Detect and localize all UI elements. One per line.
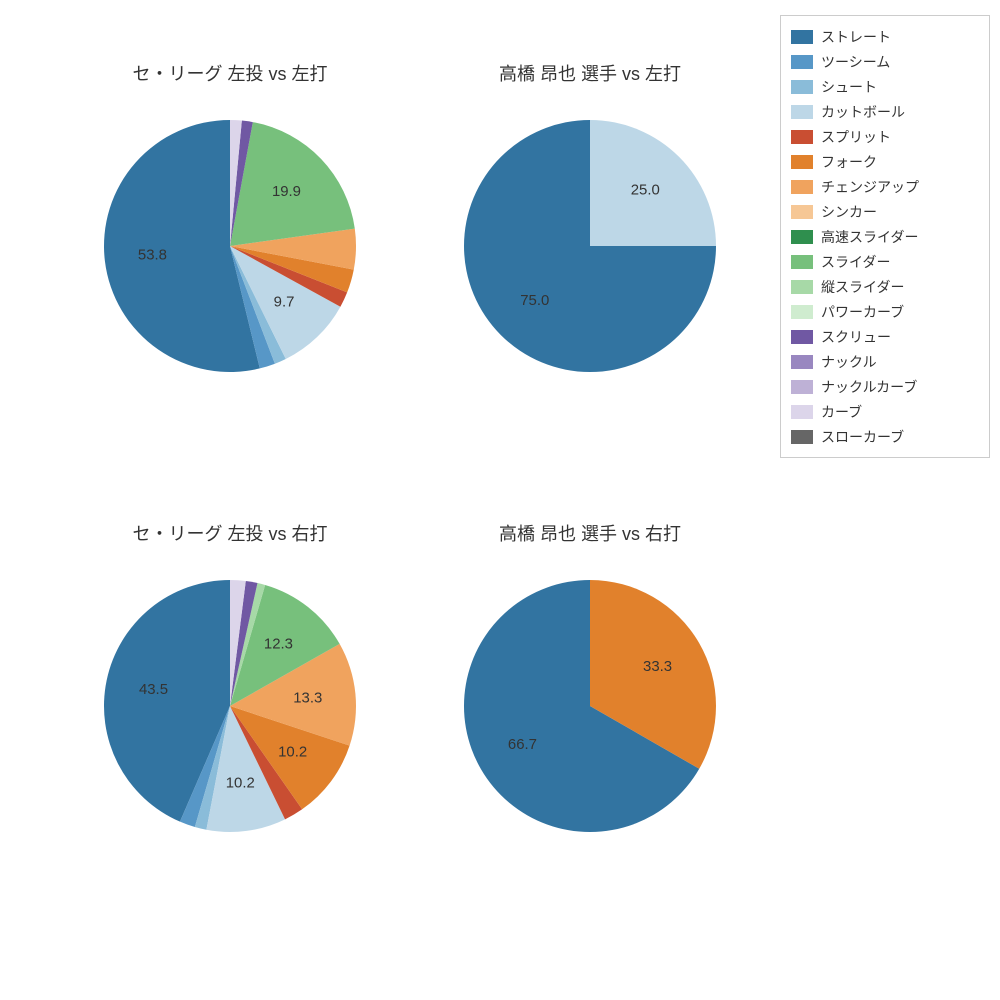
pie-chart: 53.8 9.7 19.9 — [90, 106, 370, 386]
legend-swatch — [791, 205, 813, 219]
legend-label: 高速スライダー — [821, 227, 918, 247]
legend-item: スローカーブ — [791, 424, 979, 449]
legend-swatch — [791, 380, 813, 394]
slice-label: 10.2 — [278, 744, 307, 761]
slice-label: 9.7 — [274, 293, 295, 310]
legend-item: 高速スライダー — [791, 224, 979, 249]
chart-title: 高橋 昂也 選手 vs 左打 — [499, 60, 681, 86]
legend-item: シンカー — [791, 199, 979, 224]
legend-item: スクリュー — [791, 324, 979, 349]
chart-tr: 高橋 昂也 選手 vs 左打 75.0 25.0 — [420, 60, 760, 480]
legend-box: ストレートツーシームシュートカットボールスプリットフォークチェンジアップシンカー… — [780, 15, 990, 458]
legend-swatch — [791, 155, 813, 169]
legend-label: スクリュー — [821, 327, 891, 347]
slice-label: 53.8 — [138, 246, 167, 263]
legend-label: カーブ — [821, 402, 862, 422]
legend-item: ナックルカーブ — [791, 374, 979, 399]
figure: セ・リーグ 左投 vs 左打 53.8 9.7 19.9 高橋 昂也 選手 vs 左… — [0, 0, 1000, 1000]
legend-swatch — [791, 405, 813, 419]
legend-swatch — [791, 30, 813, 44]
legend-label: ナックル — [821, 352, 877, 372]
slice-label: 33.3 — [643, 658, 672, 675]
pie-chart: 66.7 33.3 — [450, 566, 730, 846]
legend-swatch — [791, 355, 813, 369]
legend-item: ツーシーム — [791, 49, 979, 74]
legend-item: チェンジアップ — [791, 174, 979, 199]
legend-item: カーブ — [791, 399, 979, 424]
legend-label: パワーカーブ — [821, 302, 904, 322]
legend-swatch — [791, 55, 813, 69]
legend-label: チェンジアップ — [821, 177, 919, 197]
slice-label: 75.0 — [520, 292, 549, 309]
slice-label: 13.3 — [293, 689, 322, 706]
chart-title: 高橋 昂也 選手 vs 右打 — [499, 520, 681, 546]
legend-swatch — [791, 305, 813, 319]
legend-swatch — [791, 230, 813, 244]
legend-label: スプリット — [821, 127, 891, 147]
slice-label: 19.9 — [272, 183, 301, 200]
legend-label: ストレート — [821, 27, 891, 47]
legend-item: 縦スライダー — [791, 274, 979, 299]
legend-label: シンカー — [821, 202, 877, 222]
legend-item: ストレート — [791, 24, 979, 49]
slice-label: 10.2 — [226, 774, 255, 791]
legend-label: スローカーブ — [821, 427, 904, 447]
legend-item: パワーカーブ — [791, 299, 979, 324]
legend-label: ツーシーム — [821, 52, 890, 72]
legend-label: フォーク — [821, 152, 877, 172]
legend-label: スライダー — [821, 252, 890, 272]
legend-swatch — [791, 330, 813, 344]
pie-chart: 75.0 25.0 — [450, 106, 730, 386]
chart-bl: セ・リーグ 左投 vs 右打 43.5 10.2 10.2 13.3 12.3 — [60, 520, 400, 940]
chart-title: セ・リーグ 左投 vs 左打 — [132, 60, 327, 86]
charts-grid: セ・リーグ 左投 vs 左打 53.8 9.7 19.9 高橋 昂也 選手 vs 左… — [0, 0, 780, 1000]
legend-item: スライダー — [791, 249, 979, 274]
legend-label: 縦スライダー — [821, 277, 904, 297]
legend-item: フォーク — [791, 149, 979, 174]
legend-item: シュート — [791, 74, 979, 99]
legend-label: ナックルカーブ — [821, 377, 917, 397]
legend-swatch — [791, 180, 813, 194]
slice-label: 25.0 — [631, 182, 660, 199]
chart-br: 高橋 昂也 選手 vs 右打 66.7 33.3 — [420, 520, 760, 940]
legend-swatch — [791, 130, 813, 144]
legend-label: シュート — [821, 77, 877, 97]
legend-swatch — [791, 430, 813, 444]
legend-item: カットボール — [791, 99, 979, 124]
slice-label: 66.7 — [508, 736, 537, 753]
legend-item: ナックル — [791, 349, 979, 374]
chart-tl: セ・リーグ 左投 vs 左打 53.8 9.7 19.9 — [60, 60, 400, 480]
legend-label: カットボール — [821, 102, 905, 122]
legend-swatch — [791, 105, 813, 119]
chart-title: セ・リーグ 左投 vs 右打 — [132, 520, 327, 546]
slice-label: 12.3 — [264, 636, 293, 653]
legend-swatch — [791, 255, 813, 269]
legend-swatch — [791, 280, 813, 294]
legend-swatch — [791, 80, 813, 94]
legend-item: スプリット — [791, 124, 979, 149]
pie-chart: 43.5 10.2 10.2 13.3 12.3 — [90, 566, 370, 846]
legend: ストレートツーシームシュートカットボールスプリットフォークチェンジアップシンカー… — [780, 0, 1000, 1000]
slice-label: 43.5 — [139, 681, 168, 698]
